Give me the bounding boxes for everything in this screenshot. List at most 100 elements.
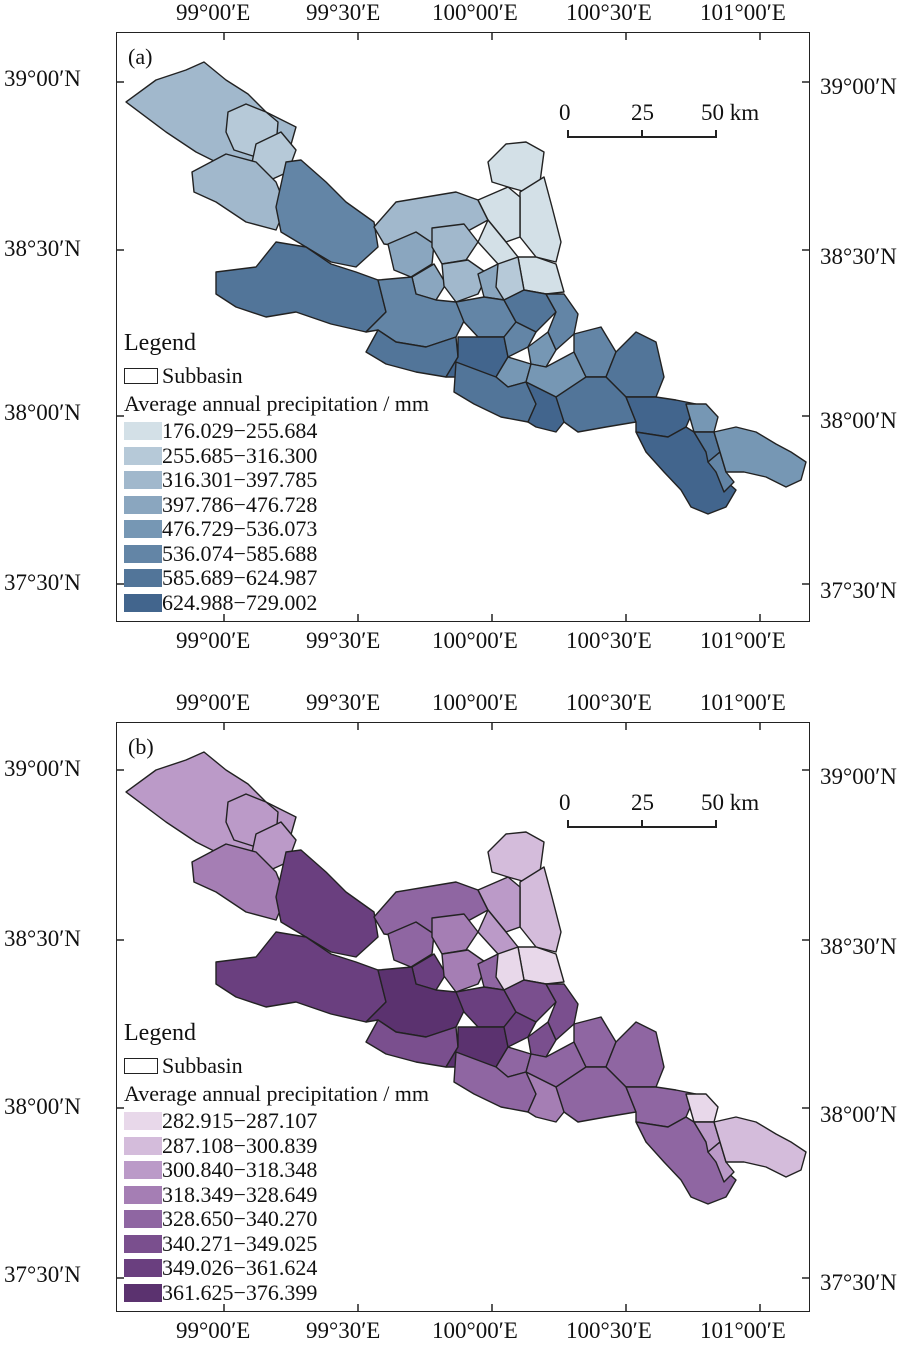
scale-label-zero: 0 (559, 100, 571, 125)
lat-label-right: 37°30′N (820, 1270, 897, 1295)
subbasin (527, 331, 557, 368)
legend-class-row: 300.840−318.348 (124, 1157, 429, 1183)
precip-title: Average annual precipitation / mm (124, 391, 430, 416)
legend-class-row: 316.301−397.785 (124, 467, 429, 493)
legend-title: Legend (124, 1020, 196, 1046)
subbasin (517, 946, 565, 985)
legend-subbasin-row: Subbasin (124, 1053, 429, 1079)
legend-class-row: 282.915−287.107 (124, 1108, 429, 1134)
subbasin (441, 949, 489, 993)
class-swatch (124, 495, 162, 514)
class-range: 585.689−624.987 (162, 565, 318, 591)
lon-label-bottom: 100°30′E (566, 628, 652, 653)
legend-class-row: 476.729−536.073 (124, 516, 429, 542)
legend-subbasin-row: Subbasin (124, 363, 429, 389)
legend-class-row: 397.786−476.728 (124, 491, 429, 518)
legend-title: Legend (124, 330, 196, 356)
subbasin (685, 403, 719, 433)
class-range: 361.625−376.399 (162, 1279, 318, 1305)
class-swatch (124, 569, 162, 588)
lon-label-bottom: 99°30′E (306, 628, 381, 653)
lat-label-left: 38°30′N (4, 236, 81, 261)
class-swatch (124, 422, 162, 441)
lat-label-left: 37°30′N (4, 570, 81, 595)
subbasin (387, 921, 435, 968)
legend: Legend Subbasin Average annual precipita… (124, 1020, 429, 1305)
class-range: 328.650−340.270 (162, 1206, 318, 1232)
subbasin (275, 849, 379, 958)
lon-label-bottom: 101°00′E (700, 628, 786, 653)
subbasin (275, 159, 379, 268)
lon-label-top: 101°00′E (700, 690, 786, 715)
legend-class-row: 255.685−316.300 (124, 443, 429, 469)
lat-label-left: 38°00′N (4, 1094, 81, 1119)
class-swatch (124, 1259, 162, 1278)
subbasin (713, 426, 807, 488)
legend-class-row: 361.625−376.399 (124, 1279, 429, 1306)
subbasin (387, 231, 435, 278)
legend-class-row: 287.108−300.839 (124, 1133, 429, 1159)
lat-label-left: 39°00′N (4, 756, 81, 781)
subbasin (503, 321, 537, 358)
lat-label-right: 39°00′N (820, 764, 897, 789)
lon-label-bottom: 101°00′E (700, 1318, 786, 1343)
scale-tick (715, 130, 717, 138)
scale-tick (641, 130, 643, 138)
class-swatch (124, 471, 162, 490)
subbasin-label: Subbasin (162, 1053, 243, 1078)
panel-label: (a) (128, 44, 153, 69)
class-range: 340.271−349.025 (162, 1230, 318, 1256)
panel-label: (b) (128, 734, 154, 759)
lat-label-right: 38°00′N (820, 408, 897, 433)
scale-tick (641, 820, 643, 828)
class-range: 282.915−287.107 (162, 1108, 318, 1134)
subbasin (635, 1116, 737, 1205)
lon-label-bottom: 99°00′E (176, 1318, 251, 1343)
lat-label-left: 38°30′N (4, 926, 81, 951)
lon-label-bottom: 100°00′E (432, 1318, 518, 1343)
scale-tick (567, 820, 569, 828)
subbasin (503, 1011, 537, 1048)
lon-label-bottom: 99°00′E (176, 628, 251, 653)
subbasin (527, 1021, 557, 1058)
lon-label-top: 101°00′E (700, 0, 786, 25)
class-swatch (124, 1210, 162, 1229)
subbasin (685, 1093, 719, 1123)
lon-label-top: 99°30′E (306, 0, 381, 25)
subbasin (545, 983, 579, 1041)
legend-class-row: 318.349−328.649 (124, 1181, 429, 1208)
lat-label-right: 39°00′N (820, 74, 897, 99)
lon-label-top: 100°00′E (432, 0, 518, 25)
lat-label-right: 38°30′N (820, 934, 897, 959)
scale-label-mid: 25 (631, 790, 654, 815)
lon-label-top: 100°00′E (432, 690, 518, 715)
legend-class-row: 536.074−585.688 (124, 541, 429, 567)
legend: Legend Subbasin Average annual precipita… (124, 330, 429, 615)
class-range: 176.029−255.684 (162, 418, 318, 444)
lat-label-right: 38°30′N (820, 244, 897, 269)
lon-label-bottom: 100°00′E (432, 628, 518, 653)
lon-label-top: 99°30′E (306, 690, 381, 715)
class-range: 476.729−536.073 (162, 516, 318, 542)
class-range: 318.349−328.649 (162, 1181, 318, 1207)
class-range: 349.026−361.624 (162, 1255, 318, 1281)
scale-label-zero: 0 (559, 790, 571, 815)
scale-label-end: 50 km (701, 100, 760, 125)
subbasin-label: Subbasin (162, 363, 243, 388)
class-range: 624.988−729.002 (162, 589, 318, 615)
class-swatch (124, 1161, 162, 1180)
lon-label-top: 99°00′E (176, 690, 251, 715)
precipitation-map (116, 32, 810, 622)
map-frame (116, 722, 810, 1312)
class-swatch (124, 1185, 162, 1204)
lon-label-bottom: 99°30′E (306, 1318, 381, 1343)
class-swatch (124, 1283, 162, 1302)
lat-label-left: 38°00′N (4, 400, 81, 425)
legend-class-row: 585.689−624.987 (124, 565, 429, 591)
lon-label-top: 100°30′E (566, 690, 652, 715)
class-range: 397.786−476.728 (162, 491, 318, 517)
class-range: 300.840−318.348 (162, 1157, 318, 1183)
lat-label-left: 39°00′N (4, 66, 81, 91)
lat-label-left: 37°30′N (4, 1262, 81, 1287)
subbasin (545, 293, 579, 351)
